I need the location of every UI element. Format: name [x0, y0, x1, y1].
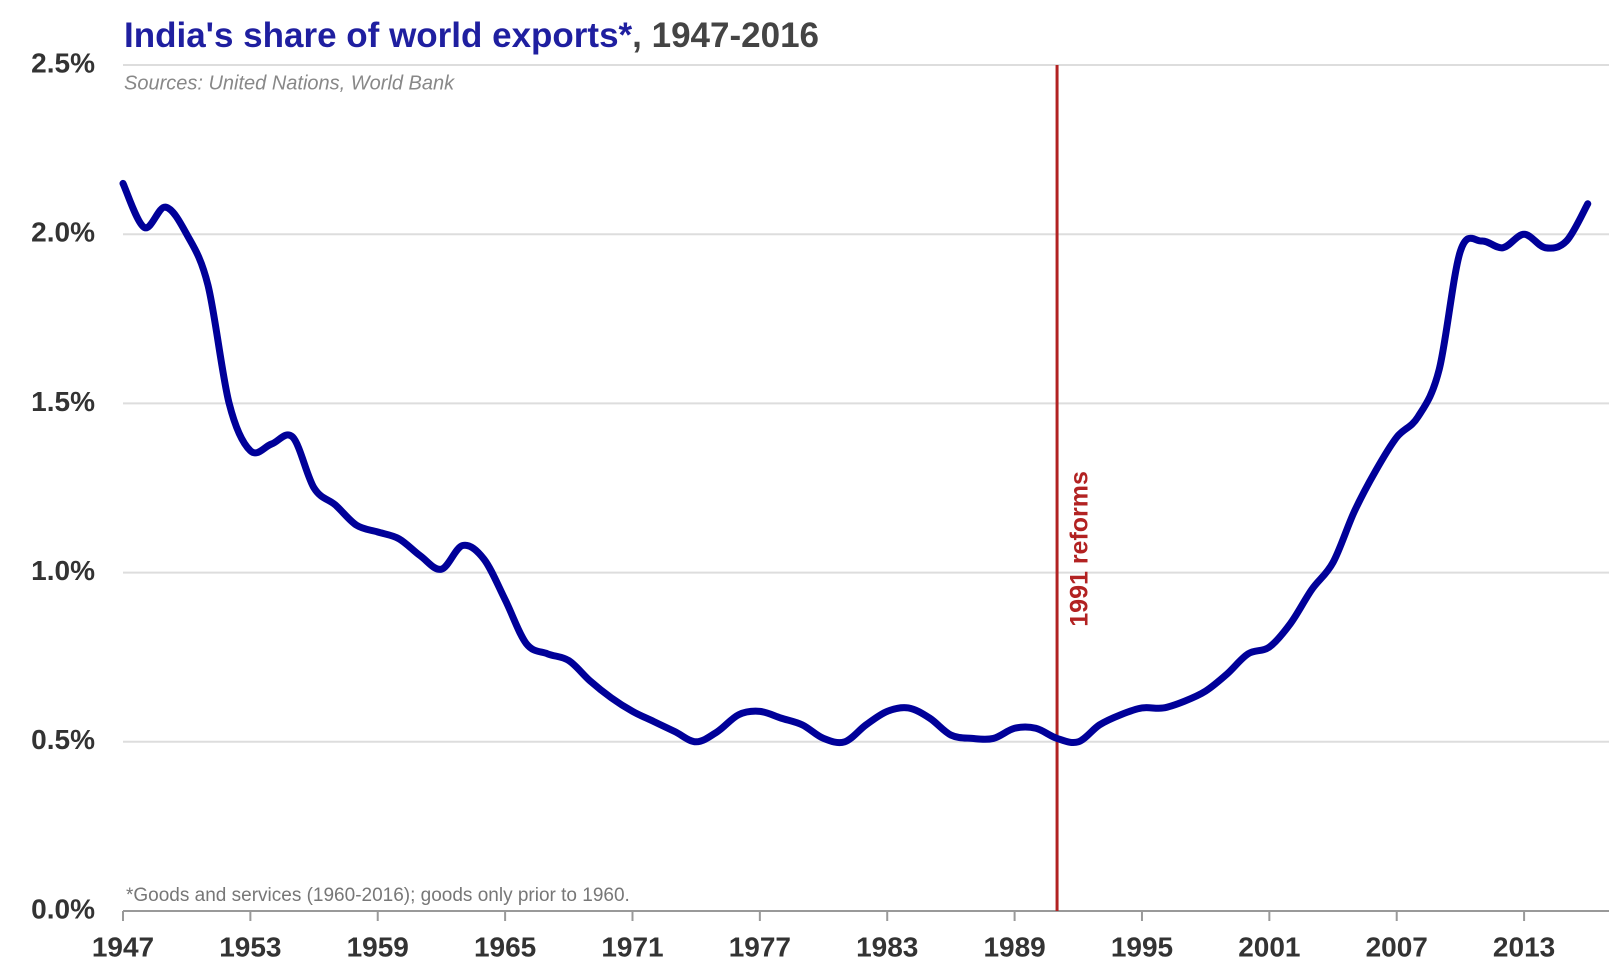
- x-tick-label: 1959: [347, 931, 409, 962]
- y-tick-label: 2.0%: [31, 217, 95, 248]
- x-tick-label: 1947: [92, 931, 154, 962]
- y-tick-label: 1.5%: [31, 386, 95, 417]
- x-tick-label: 1965: [474, 931, 536, 962]
- x-tick-label: 2013: [1493, 931, 1555, 962]
- y-tick-label: 1.0%: [31, 555, 95, 586]
- y-tick-label: 2.5%: [31, 47, 95, 78]
- x-tick-label: 1953: [219, 931, 281, 962]
- y-tick-label: 0.5%: [31, 724, 95, 755]
- x-tick-label: 1989: [983, 931, 1045, 962]
- x-tick-label: 1971: [601, 931, 663, 962]
- data-line: [119, 179, 1592, 747]
- title-period: , 1947-2016: [632, 16, 819, 55]
- title-main: India's share of world exports*: [124, 16, 633, 55]
- x-tick-label: 1995: [1111, 931, 1173, 962]
- x-tick-label: 2007: [1366, 931, 1428, 962]
- chart-title: India's share of world exports*, 1947-20…: [124, 16, 819, 55]
- subtitle: Sources: United Nations, World Bank: [124, 72, 455, 94]
- y-tick-label: 0.0%: [31, 893, 95, 924]
- footnote: *Goods and services (1960-2016); goods o…: [126, 885, 630, 906]
- annotation-label: 1991 reforms: [1066, 471, 1094, 627]
- x-tick-label: 1983: [856, 931, 918, 962]
- x-tick-label: 2001: [1238, 931, 1300, 962]
- x-tick-label: 1977: [729, 931, 791, 962]
